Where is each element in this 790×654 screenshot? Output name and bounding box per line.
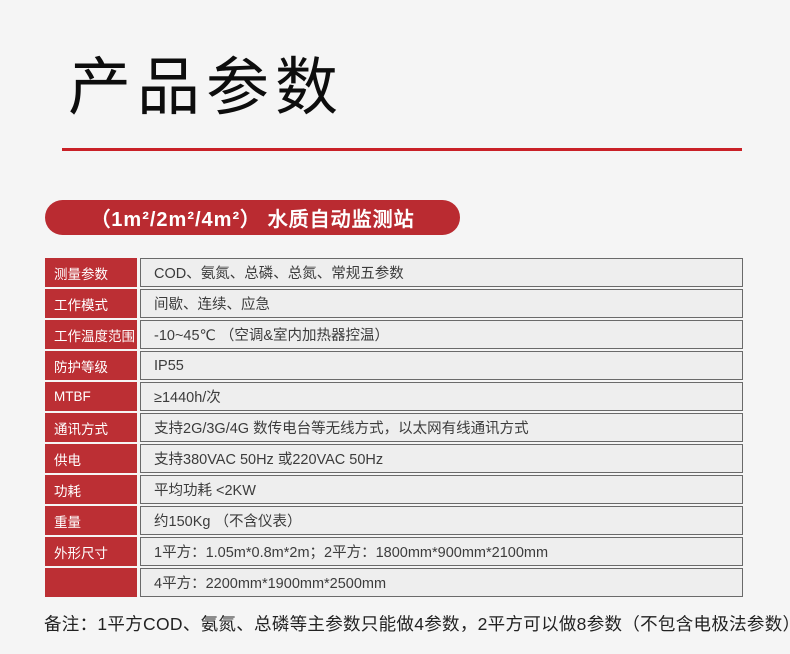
table-row: 通讯方式 支持2G/3G/4G 数传电台等无线方式，以太网有线通讯方式 [45, 413, 743, 442]
spec-value-cell: COD、氨氮、总磷、总氮、常规五参数 [140, 258, 743, 287]
spec-value-cell: ≥1440h/次 [140, 382, 743, 411]
table-row: 外形尺寸 1平方：1.05m*0.8m*2m；2平方：1800mm*900mm*… [45, 537, 743, 566]
table-row: 功耗 平均功耗 <2KW [45, 475, 743, 504]
table-row: 防护等级 IP55 [45, 351, 743, 380]
spec-value-cell: 支持2G/3G/4G 数传电台等无线方式，以太网有线通讯方式 [140, 413, 743, 442]
spec-label-cell: MTBF [45, 382, 137, 411]
spec-label-cell: 供电 [45, 444, 137, 473]
spec-label-cell: 重量 [45, 506, 137, 535]
spec-label-cell: 功耗 [45, 475, 137, 504]
spec-value-cell: 间歇、连续、应急 [140, 289, 743, 318]
spec-label-cell [45, 568, 137, 597]
product-banner-label: （1m²/2m²/4m²） 水质自动监测站 [90, 209, 415, 231]
spec-label-cell: 防护等级 [45, 351, 137, 380]
product-banner: （1m²/2m²/4m²） 水质自动监测站 [45, 200, 460, 235]
spec-value-cell: IP55 [140, 351, 743, 380]
spec-label-cell: 工作模式 [45, 289, 137, 318]
spec-value-cell: 约150Kg （不含仪表） [140, 506, 743, 535]
table-row: 工作温度范围 -10~45℃ （空调&室内加热器控温） [45, 320, 743, 349]
spec-label-cell: 通讯方式 [45, 413, 137, 442]
spec-value-cell: 1平方：1.05m*0.8m*2m；2平方：1800mm*900mm*2100m… [140, 537, 743, 566]
remark-text: 备注：1平方COD、氨氮、总磷等主参数只能做4参数，2平方可以做8参数（不包含电… [44, 614, 790, 634]
table-row: 工作模式 间歇、连续、应急 [45, 289, 743, 318]
table-row: 4平方：2200mm*1900mm*2500mm [45, 568, 743, 597]
spec-table: 测量参数 COD、氨氮、总磷、总氮、常规五参数 工作模式 间歇、连续、应急 工作… [45, 258, 743, 599]
table-row: 供电 支持380VAC 50Hz 或220VAC 50Hz [45, 444, 743, 473]
table-row: MTBF ≥1440h/次 [45, 382, 743, 411]
spec-value-cell: 支持380VAC 50Hz 或220VAC 50Hz [140, 444, 743, 473]
page-title: 产品参数 [68, 53, 344, 123]
spec-label-cell: 外形尺寸 [45, 537, 137, 566]
spec-value-cell: 4平方：2200mm*1900mm*2500mm [140, 568, 743, 597]
spec-value-cell: 平均功耗 <2KW [140, 475, 743, 504]
table-row: 测量参数 COD、氨氮、总磷、总氮、常规五参数 [45, 258, 743, 287]
spec-label-cell: 工作温度范围 [45, 320, 137, 349]
spec-label-cell: 测量参数 [45, 258, 137, 287]
title-underline [62, 148, 742, 151]
table-row: 重量 约150Kg （不含仪表） [45, 506, 743, 535]
spec-value-cell: -10~45℃ （空调&室内加热器控温） [140, 320, 743, 349]
